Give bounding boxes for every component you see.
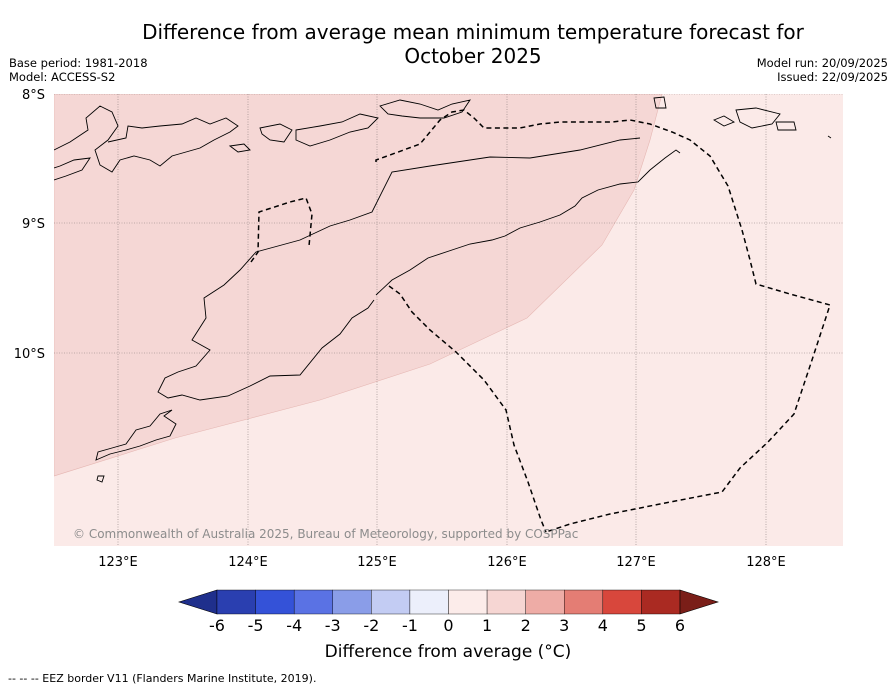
lon-label: 126°E	[487, 555, 527, 570]
colorbar-swatch	[564, 589, 604, 615]
colorbar-swatch	[486, 589, 526, 615]
flores-coast	[54, 99, 471, 181]
colorbar-tick-label: -2	[363, 616, 379, 635]
region-1-to-2	[54, 94, 663, 477]
lat-label: 9°S	[22, 217, 45, 232]
issued-date: Issued: 22/09/2025	[777, 70, 888, 84]
timor-coast	[157, 137, 681, 401]
colorbar-tick-label: 2	[521, 616, 531, 635]
title-line-1: Difference from average mean minimum tem…	[142, 20, 804, 44]
colorbar-tick-label: -3	[325, 616, 341, 635]
colorbar-tick-label: 4	[598, 616, 608, 635]
colorbar-swatch	[293, 589, 333, 615]
colorbar-swatch	[525, 589, 565, 615]
colorbar-tick-label: 6	[675, 616, 685, 635]
colorbar-swatch	[409, 589, 449, 615]
lon-label: 127°E	[616, 555, 656, 570]
colorbar: -6 -5 -4 -3 -2 -1 0 1 2 3 4 5 6	[178, 589, 719, 635]
colorbar-tick-label: 1	[482, 616, 492, 635]
colorbar-tick-label: -4	[286, 616, 302, 635]
colorbar-swatch	[371, 589, 411, 615]
colorbar-swatch	[255, 589, 295, 615]
colorbar-swatch	[641, 589, 681, 615]
colorbar-extend-low	[178, 589, 218, 615]
colorbar-tick-label: 5	[636, 616, 646, 635]
colorbar-extend-high	[679, 589, 719, 615]
colorbar-swatch	[448, 589, 488, 615]
colorbar-swatch	[602, 589, 642, 615]
meta-right: Model run: 20/09/2025 Issued: 22/09/2025	[757, 56, 888, 84]
model-name: Model: ACCESS-S2	[9, 70, 116, 84]
lat-label: 10°S	[14, 347, 45, 362]
lat-labels: 8°S 9°S 10°S	[14, 88, 45, 362]
lon-label: 124°E	[228, 555, 268, 570]
eastern-islands	[653, 96, 832, 139]
lon-label: 123°E	[98, 555, 138, 570]
gridlines	[54, 94, 843, 546]
title-line-2: October 2025	[404, 44, 542, 68]
colorbar-tick-label: -5	[248, 616, 264, 635]
coastlines	[54, 96, 832, 483]
colorbar-tick-label: 3	[559, 616, 569, 635]
colorbar-title: Difference from average (°C)	[324, 642, 572, 662]
lat-label: 8°S	[22, 88, 45, 103]
meta-left: Base period: 1981-2018 Model: ACCESS-S2	[9, 56, 148, 84]
lon-label: 128°E	[746, 555, 786, 570]
model-run: Model run: 20/09/2025	[756, 56, 888, 70]
footnote: -- -- -- EEZ border V11 (Flanders Marine…	[8, 672, 317, 685]
lon-label: 125°E	[357, 555, 397, 570]
colorbar-swatch	[216, 589, 256, 615]
colorbar-tick-label: -6	[209, 616, 225, 635]
eez-border	[250, 109, 831, 533]
colorbar-tick-label: 0	[443, 616, 453, 635]
colorbar-swatch	[332, 589, 372, 615]
copyright-notice: © Commonwealth of Australia 2025, Bureau…	[73, 527, 578, 541]
chart-title: Difference from average mean minimum tem…	[0, 20, 896, 68]
rote-coast	[95, 409, 177, 483]
base-period: Base period: 1981-2018	[9, 56, 148, 70]
colorbar-tick-label: -1	[402, 616, 418, 635]
lon-labels: 123°E 124°E 125°E 126°E 127°E 128°E	[98, 555, 786, 570]
